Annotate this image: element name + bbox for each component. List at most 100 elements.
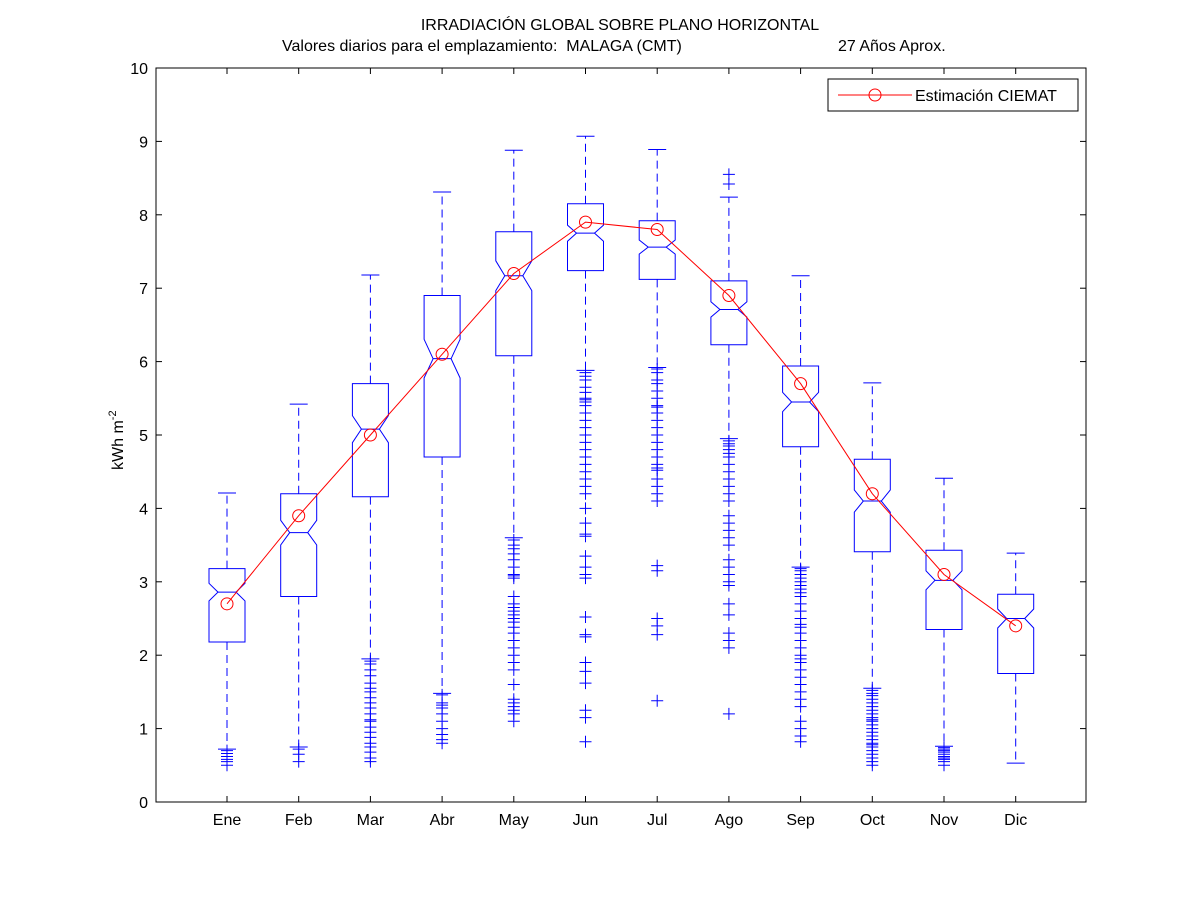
x-tick-label: Jun: [573, 812, 599, 829]
y-tick-label: 2: [139, 648, 148, 665]
estimate-point: [435, 347, 449, 361]
x-tick-label: Feb: [285, 812, 313, 829]
chart-title: IRRADIACIÓN GLOBAL SOBRE PLANO HORIZONTA…: [420, 17, 820, 34]
outlier-marker: [722, 177, 735, 190]
y-tick-label: 1: [139, 722, 148, 739]
outlier-marker: [938, 759, 950, 772]
y-tick-label: 4: [139, 501, 148, 518]
outlier-marker: [221, 759, 233, 772]
notched-box: [567, 203, 604, 272]
estimate-point: [579, 215, 592, 229]
outlier-marker: [722, 539, 735, 552]
outlier-marker: [722, 597, 735, 610]
outlier-marker: [579, 665, 592, 678]
chart-subtitle-years: 27 Años Aprox.: [838, 38, 946, 55]
plot-area: [155, 67, 1087, 803]
outlier-marker: [579, 502, 592, 515]
outlier-marker: [292, 755, 305, 768]
estimate-point: [220, 597, 234, 611]
y-tick-label: 8: [139, 208, 148, 225]
y-tick-label: 9: [139, 134, 148, 151]
outlier-marker: [579, 735, 592, 748]
notched-box: [925, 549, 963, 630]
outlier-marker: [579, 630, 592, 643]
y-axis: 0 1 2 3 4 5 6 7 8 9 10: [130, 61, 1086, 812]
x-tick-label: May: [499, 812, 529, 829]
box-mar: [351, 274, 389, 768]
outlier-marker: [722, 495, 735, 508]
y-tick-label: 0: [139, 795, 148, 812]
x-tick-label: Jul: [647, 812, 667, 829]
estimate-line: [226, 221, 1016, 627]
notched-box: [853, 458, 891, 553]
outlier-marker: [364, 755, 377, 768]
outlier-marker: [579, 572, 592, 585]
outlier-marker: [722, 707, 735, 720]
notched-box: [710, 280, 748, 346]
outlier-marker: [722, 608, 735, 621]
y-tick-label: 6: [139, 355, 148, 372]
outlier-marker: [579, 530, 592, 543]
estimate-point: [937, 567, 951, 581]
outlier-marker: [579, 677, 592, 690]
x-tick-label: Mar: [357, 812, 385, 829]
outlier-marker: [507, 572, 520, 585]
outlier-marker: [507, 715, 520, 728]
estimate-point: [1009, 619, 1023, 633]
outlier-marker: [651, 694, 664, 707]
box-ago: [710, 168, 748, 720]
notched-box: [782, 365, 820, 448]
legend-marker: [868, 88, 882, 102]
notched-box: [208, 568, 246, 643]
x-tick-label: Abr: [430, 812, 456, 829]
x-tick-label: Oct: [860, 812, 885, 829]
x-axis: Ene Feb Mar Abr May Jun Jul Ago Sep Oct Nov Dic: [213, 68, 1027, 829]
notched-box: [351, 383, 389, 498]
box-jun: [567, 135, 604, 748]
notched-box: [997, 593, 1035, 674]
outlier-marker: [579, 550, 592, 563]
y-tick-label: 7: [139, 281, 148, 298]
estimate-point: [292, 509, 306, 523]
estimate-point: [650, 222, 664, 236]
y-tick-label: 3: [139, 575, 148, 592]
notched-box: [638, 220, 676, 280]
outlier-marker: [722, 579, 735, 592]
y-axis-label-unit: kWh m: [110, 420, 127, 470]
y-axis-label-exponent: -2: [107, 410, 119, 420]
outlier-marker: [579, 517, 592, 530]
outlier-marker: [579, 611, 592, 624]
y-axis-label: kWh m-2: [107, 410, 127, 470]
outlier-marker: [507, 663, 520, 676]
outlier-marker: [866, 759, 879, 772]
notched-box: [280, 493, 318, 597]
x-tick-label: Nov: [930, 812, 958, 829]
box-abr: [423, 191, 461, 750]
estimate-point: [865, 487, 879, 501]
estimate-point: [722, 289, 736, 303]
box-oct: [853, 382, 891, 772]
x-tick-label: Ago: [715, 812, 744, 829]
y-tick-label: 10: [130, 61, 148, 78]
outlier-marker: [436, 737, 449, 750]
outlier-marker: [651, 628, 664, 641]
x-tick-label: Ene: [213, 812, 242, 829]
notched-box: [423, 295, 461, 458]
estimate-series: [220, 215, 1023, 633]
box-ene: [208, 492, 246, 772]
box-feb: [280, 403, 318, 768]
estimate-point: [363, 428, 377, 442]
outlier-marker: [507, 678, 520, 691]
y-tick-label: 5: [139, 428, 148, 445]
legend-label: Estimación CIEMAT: [915, 88, 1057, 105]
x-tick-label: Dic: [1004, 812, 1027, 829]
outlier-marker: [794, 735, 807, 748]
outlier-marker: [794, 700, 807, 713]
estimate-point: [507, 267, 521, 281]
chart-subtitle-location: Valores diarios para el emplazamiento: M…: [282, 38, 682, 55]
notched-box: [495, 231, 533, 357]
box-jul: [638, 148, 676, 707]
outlier-marker: [579, 487, 592, 500]
x-tick-label: Sep: [786, 812, 815, 829]
